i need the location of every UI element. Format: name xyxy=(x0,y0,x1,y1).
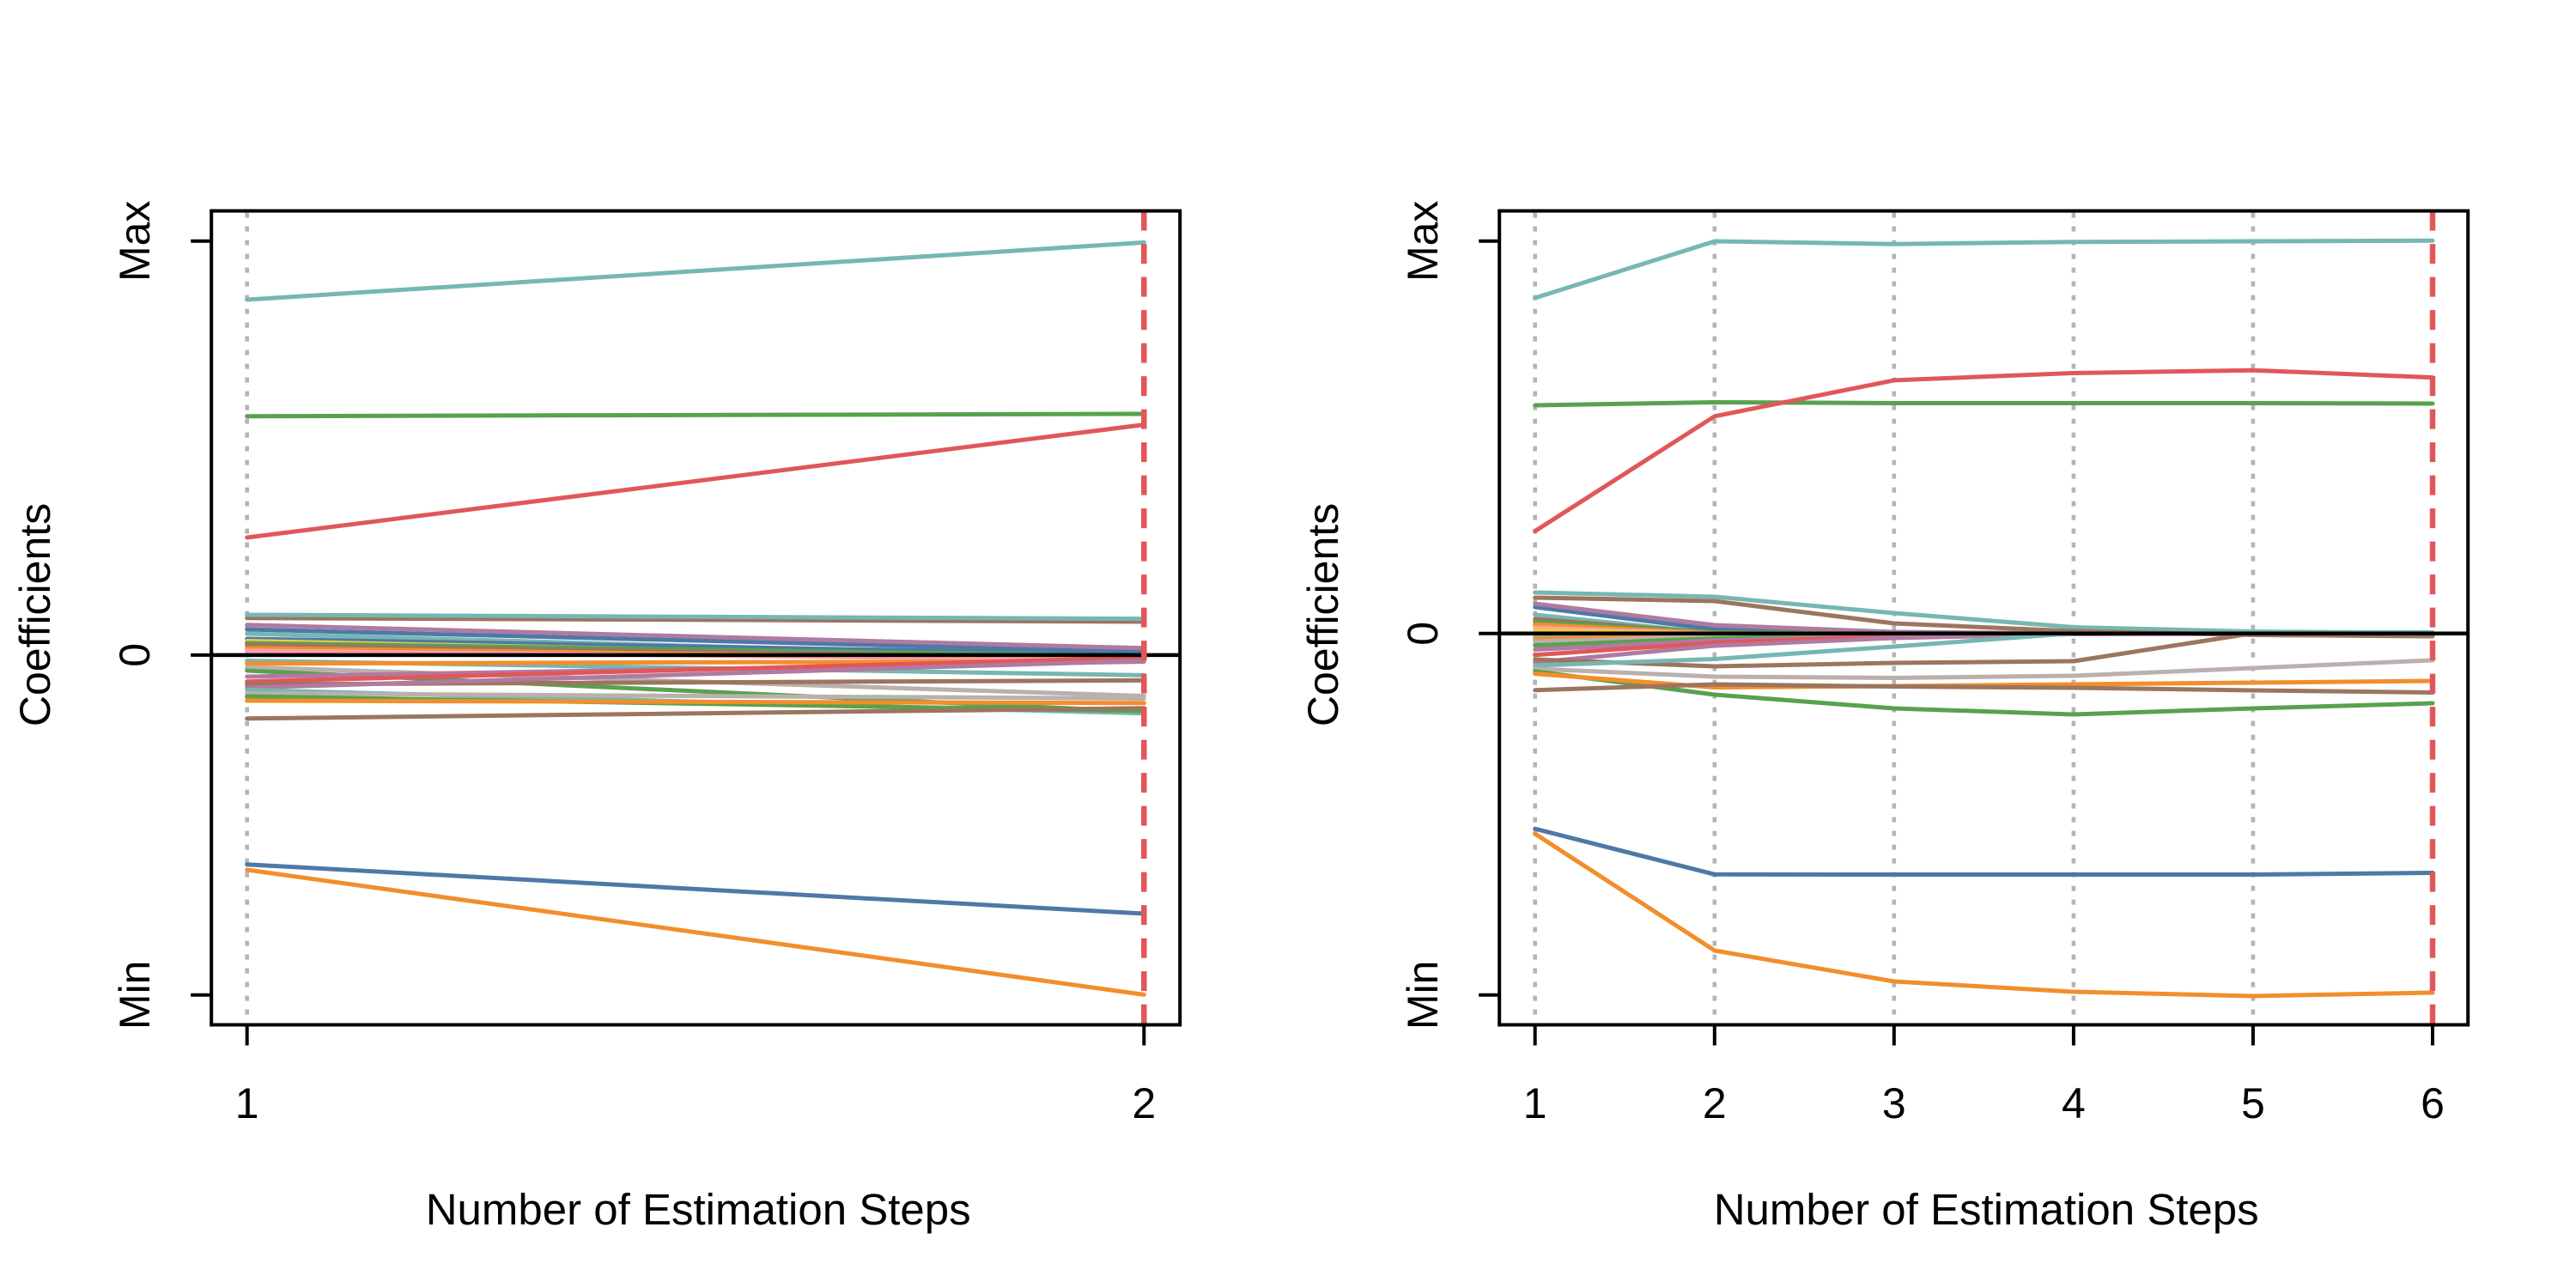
svg-text:1: 1 xyxy=(235,1079,259,1127)
svg-text:Number of Estimation Steps: Number of Estimation Steps xyxy=(426,1185,971,1234)
svg-text:2: 2 xyxy=(1132,1079,1156,1127)
svg-text:Min: Min xyxy=(111,961,159,1030)
svg-text:Max: Max xyxy=(1399,201,1447,282)
svg-text:Max: Max xyxy=(111,201,159,282)
svg-text:Min: Min xyxy=(1399,961,1447,1030)
svg-text:4: 4 xyxy=(2062,1079,2086,1127)
svg-text:2: 2 xyxy=(1703,1079,1727,1127)
svg-text:0: 0 xyxy=(1399,622,1447,646)
svg-text:Coefficients: Coefficients xyxy=(1299,503,1347,726)
svg-text:0: 0 xyxy=(111,643,159,667)
svg-text:Coefficients: Coefficients xyxy=(11,503,59,726)
svg-text:3: 3 xyxy=(1882,1079,1906,1127)
svg-text:5: 5 xyxy=(2241,1079,2265,1127)
svg-text:1: 1 xyxy=(1523,1079,1547,1127)
svg-text:6: 6 xyxy=(2421,1079,2445,1127)
svg-text:Number of Estimation Steps: Number of Estimation Steps xyxy=(1714,1185,2259,1234)
